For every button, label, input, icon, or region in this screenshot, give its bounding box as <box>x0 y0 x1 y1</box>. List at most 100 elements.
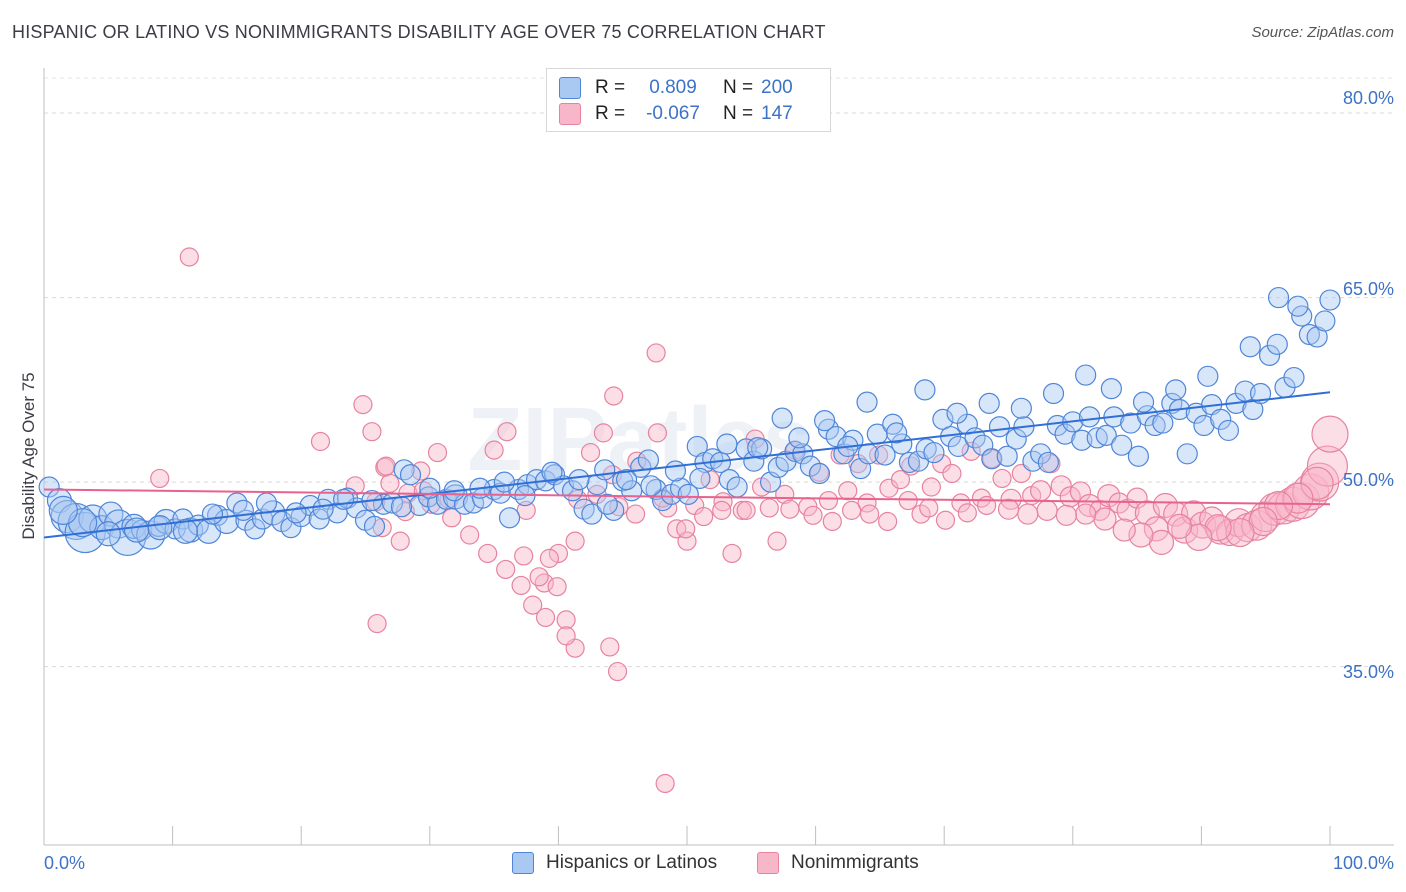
hispanic-point <box>1144 414 1166 437</box>
nonimmigrant-point <box>646 343 666 363</box>
pink-swatch <box>559 103 581 125</box>
nonimmigrant-point <box>1185 523 1213 552</box>
hispanic-point <box>1283 366 1305 389</box>
hispanic-point <box>1314 310 1336 332</box>
hispanic-point <box>48 495 78 525</box>
hispanic-point <box>1152 412 1174 434</box>
nonimmigrant-point <box>565 531 585 551</box>
hispanic-point <box>1217 419 1240 442</box>
nonimmigrant-point <box>1017 503 1039 525</box>
hispanic-point <box>637 449 660 471</box>
hispanic-point <box>312 498 334 520</box>
nonimmigrant-point <box>1225 517 1255 548</box>
hispanic-point <box>923 441 945 464</box>
hispanic-point <box>1100 378 1122 400</box>
nonimmigrant-point <box>556 626 576 646</box>
x-tick-max: 100.0% <box>1333 853 1394 873</box>
nonimmigrant-point <box>921 477 941 497</box>
nonimmigrant-point <box>1036 499 1058 521</box>
hispanic-point <box>1111 434 1133 456</box>
nonimmigrant-point <box>1112 518 1136 542</box>
nonimmigrant-point <box>676 519 696 539</box>
nonimmigrant-point <box>1030 480 1052 502</box>
r-label: R = <box>595 103 626 124</box>
nonimmigrant-point <box>310 431 331 452</box>
hispanic-point <box>981 448 1003 470</box>
nonimmigrant-point <box>380 473 400 493</box>
nonimmigrant-point <box>548 543 569 564</box>
hispanic-point <box>1037 451 1059 474</box>
r-value: 0.809 <box>649 77 697 98</box>
legend-label: Hispanics or Latinos <box>546 852 718 873</box>
nonimmigrant-point <box>535 607 556 628</box>
hispanic-point <box>1210 408 1232 430</box>
hispanic-point <box>1258 344 1281 366</box>
hispanic-point <box>399 464 422 486</box>
nonimmigrant-point <box>911 504 931 524</box>
nonimmigrant-point <box>1143 516 1169 542</box>
legend-row-hispanics: R = 0.809 N = 200 <box>559 75 793 101</box>
nonimmigrant-point <box>694 506 714 527</box>
nonimmigrant-point <box>150 468 170 489</box>
bottom-legend-hispanics[interactable]: Hispanics or Latinos <box>512 852 717 874</box>
nonimmigrant-point <box>427 442 448 463</box>
legend-row-nonimmigrants: R = -0.067 N = 147 <box>559 101 793 127</box>
nonimmigrant-point <box>878 511 898 532</box>
nonimmigrant-point <box>496 559 516 580</box>
hispanic-point <box>1197 365 1219 387</box>
nonimmigrant-point <box>951 493 971 513</box>
hispanic-point <box>1298 323 1321 346</box>
hispanic-point <box>1010 397 1032 419</box>
nonimmigrant-point <box>1055 504 1077 526</box>
nonimmigrant-point <box>607 661 628 682</box>
nonimmigrant-point <box>759 498 779 518</box>
nonimmigrant-point <box>556 610 576 630</box>
nonimmigrant-point <box>655 773 675 794</box>
hispanic-point <box>67 508 98 538</box>
nonimmigrant-point <box>1093 507 1117 531</box>
grid-layer <box>44 77 1394 668</box>
hispanic-point <box>808 462 831 485</box>
nonimmigrant-point <box>593 423 614 443</box>
nonimmigrant-point <box>919 498 939 518</box>
nonimmigrant-point <box>1050 475 1072 497</box>
hispanic-point <box>874 444 896 466</box>
hispanic-point <box>498 507 521 529</box>
nonimmigrant-point <box>838 481 858 501</box>
nonimmigrant-point <box>736 500 756 520</box>
hispanic-point <box>1239 336 1261 358</box>
nonimmigrant-point <box>534 573 554 593</box>
nonimmigrant-point <box>992 468 1012 489</box>
nonimmigrant-point <box>372 518 392 538</box>
y-axis-label: Disability Age Over 75 <box>19 372 38 539</box>
hispanic-point <box>603 499 625 521</box>
nonimmigrant-point <box>712 500 732 520</box>
hispanic-point <box>988 416 1011 438</box>
hispanic-point <box>1022 450 1044 472</box>
bottom-legend-nonimmigrants[interactable]: Nonimmigrants <box>757 852 919 874</box>
y-tick-35: 35.0% <box>1343 662 1394 682</box>
hispanic-point <box>581 503 603 525</box>
nonimmigrant-point <box>1075 503 1097 525</box>
nonimmigrant-point <box>460 525 480 545</box>
hispanic-point <box>1042 382 1065 405</box>
nonimmigrant-point <box>818 490 839 511</box>
hispanic-point <box>95 521 121 547</box>
n-label: N = <box>723 103 754 124</box>
nonimmigrant-point <box>600 637 620 657</box>
hispanic-point <box>978 392 1000 414</box>
hispanic-point <box>726 476 748 498</box>
hispanic-point <box>541 461 563 483</box>
nonimmigrant-point <box>1148 529 1175 555</box>
nonimmigrant-point <box>842 500 862 520</box>
nonimmigrant-point <box>484 440 504 460</box>
x-tick-min: 0.0% <box>44 853 85 873</box>
chart-title: HISPANIC OR LATINO VS NONIMMIGRANTS DISA… <box>12 22 826 42</box>
hispanic-point <box>596 493 618 515</box>
hispanic-point <box>390 496 413 518</box>
nonimmigrant-point <box>1263 490 1294 521</box>
hispanic-point <box>799 455 822 477</box>
hispanic-point <box>615 469 638 491</box>
hispanic-point <box>1075 364 1097 386</box>
